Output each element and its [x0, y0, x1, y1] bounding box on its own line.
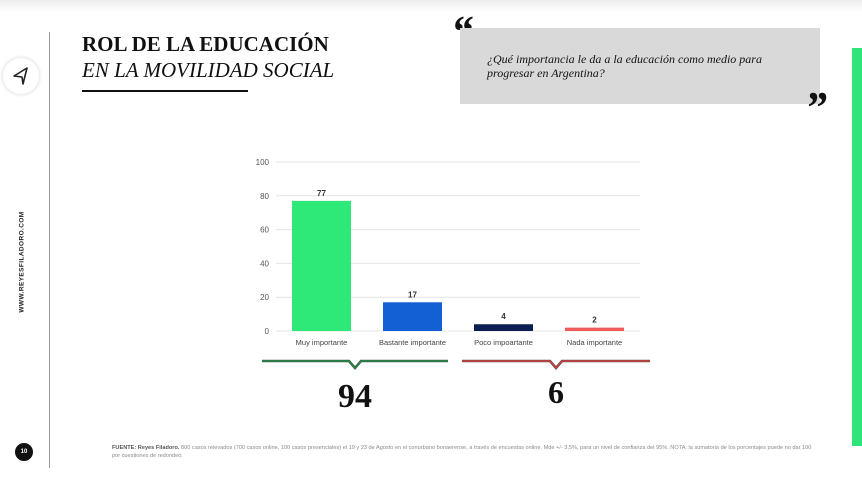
- y-tick-label: 40: [260, 259, 269, 268]
- source-note: FUENTE: Reyes Filadoro. 800 casos releva…: [112, 444, 812, 460]
- top-shadow: [0, 0, 862, 12]
- accent-strip: [852, 48, 862, 446]
- source-text: 800 casos relevados (700 casos online, 1…: [112, 445, 812, 459]
- group-total-unimportant: 6: [548, 374, 564, 410]
- navigation-button[interactable]: [3, 58, 39, 94]
- y-tick-label: 0: [265, 327, 270, 336]
- x-tick-label: Poco impoartante: [474, 338, 533, 347]
- x-tick-label: Muy importante: [296, 338, 348, 347]
- survey-question: ¿Qué importancia le da a la educación co…: [487, 52, 762, 80]
- x-tick-label: Nada importante: [567, 338, 622, 347]
- question-box: ¿Qué importancia le da a la educación co…: [460, 28, 820, 104]
- data-label: 4: [501, 312, 506, 321]
- data-label: 2: [592, 316, 597, 325]
- y-tick-label: 80: [260, 192, 269, 201]
- page-number: 10: [15, 443, 33, 461]
- navigation-arrow-icon: [13, 67, 28, 85]
- y-tick-label: 100: [256, 158, 270, 167]
- group-bracket: [462, 360, 650, 370]
- data-label: 17: [408, 290, 417, 299]
- y-tick-label: 60: [260, 226, 269, 235]
- page-subtitle: EN LA MOVILIDAD SOCIAL: [82, 58, 335, 82]
- x-tick-label: Bastante importante: [379, 338, 446, 347]
- bar: [292, 200, 351, 331]
- page-title: ROL DE LA EDUCACIÓN: [82, 32, 329, 56]
- data-label: 77: [317, 189, 326, 198]
- y-tick-label: 20: [260, 293, 269, 302]
- bar: [565, 327, 624, 331]
- quote-close-mark: ”: [805, 83, 827, 132]
- bar: [474, 324, 533, 331]
- source-label: FUENTE: Reyes Filadoro.: [112, 445, 180, 451]
- group-total-important: 94: [338, 378, 372, 415]
- bar: [383, 302, 442, 331]
- title-underline: [82, 90, 248, 92]
- group-bracket: [262, 360, 448, 370]
- sidebar-divider: [49, 32, 50, 468]
